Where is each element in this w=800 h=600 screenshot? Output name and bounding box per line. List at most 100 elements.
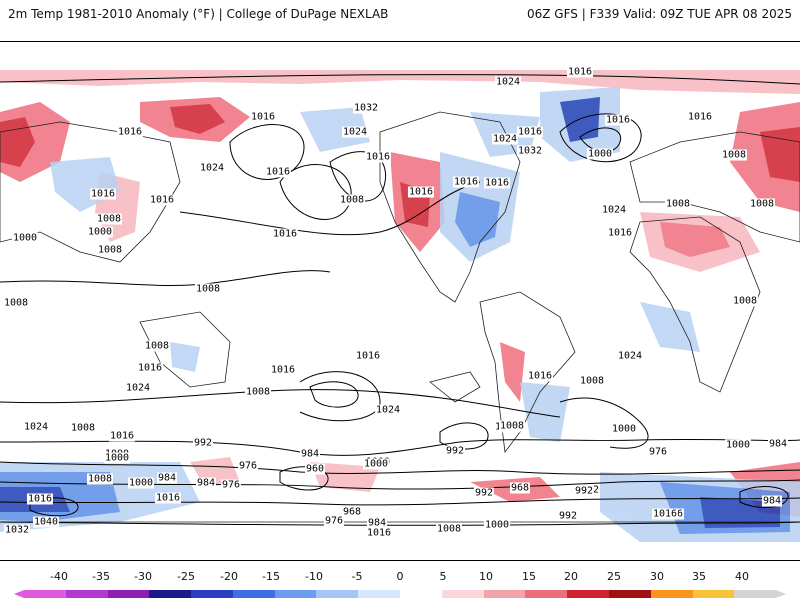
scale-tick: -15: [262, 570, 280, 583]
isobar-label: 1008: [748, 198, 776, 210]
color-scale-ticks: -40 -35 -30 -25 -20 -15 -10 -5 0 5 10 15…: [0, 570, 800, 584]
scale-tick: -20: [220, 570, 238, 583]
scale-swatch: [483, 590, 526, 598]
isobar-label: 960: [304, 463, 326, 475]
isobar-label: 1016: [148, 194, 176, 206]
scale-swatch: [107, 590, 150, 598]
isobar-label: 1016: [154, 492, 182, 504]
scale-right-arrow: [776, 590, 786, 598]
scale-tick: 10: [479, 570, 493, 583]
scale-left-arrow: [14, 590, 24, 598]
isobar-label: 1016: [483, 177, 511, 189]
isobar-label: 1000: [610, 423, 638, 435]
isobar-label: 984: [195, 477, 217, 489]
isobar-label: 992: [573, 485, 595, 497]
isobar-label: 976: [220, 479, 242, 491]
isobar-label: 1016: [604, 114, 632, 126]
isobar-label: 1016: [89, 188, 117, 200]
isobar-label: 1008: [338, 194, 366, 206]
isobar-label: 1016: [364, 151, 392, 163]
isobar-label: 1016: [136, 362, 164, 374]
isobar-label: 1024: [600, 204, 628, 216]
scale-swatch: [441, 590, 484, 598]
isobar-label: 1016: [566, 66, 594, 78]
isobar-label: 968: [341, 506, 363, 518]
isobar-label: 1008: [194, 283, 222, 295]
isobar-label: 1040: [32, 516, 60, 528]
scale-swatch: [65, 590, 108, 598]
isobar-label: 976: [237, 460, 259, 472]
scale-tick: -30: [134, 570, 152, 583]
color-scale: -40 -35 -30 -25 -20 -15 -10 -5 0 5 10 15…: [0, 570, 800, 600]
scale-tick: 0: [396, 570, 404, 583]
scale-tick: 40: [735, 570, 749, 583]
isobar-label: 976: [647, 446, 669, 458]
isobar-label: 1024: [374, 404, 402, 416]
scale-swatch: [650, 590, 693, 598]
scale-swatch: [191, 590, 233, 598]
scale-swatch: [316, 590, 359, 598]
isobar-label: 1008: [731, 295, 759, 307]
scale-tick: 15: [522, 570, 536, 583]
isobar-label: 1024: [491, 133, 519, 145]
isobar-label: 1016: [271, 228, 299, 240]
isobar-label: 992: [473, 487, 495, 499]
scale-tick: -10: [305, 570, 323, 583]
isobar-label: 1008: [435, 523, 463, 535]
isobar-label: 1016: [249, 111, 277, 123]
isobar-label: 1024: [494, 76, 522, 88]
isobar-label: 1016: [407, 186, 435, 198]
scale-swatch: [567, 590, 609, 598]
isobar-label: 1016: [116, 126, 144, 138]
map-title: 2m Temp 1981-2010 Anomaly (°F) | College…: [8, 7, 389, 21]
scale-swatch: [358, 590, 401, 598]
scale-swatch: [149, 590, 192, 598]
color-scale-bar: [24, 590, 777, 598]
isobar-label: 1016: [26, 493, 54, 505]
scale-swatch: [274, 590, 317, 598]
isobar-label: 1016: [108, 430, 136, 442]
isobar-label: 1008: [95, 213, 123, 225]
isobar-label: 992: [444, 445, 466, 457]
isobar-label: 1024: [341, 126, 369, 138]
isobar-label: 1024: [198, 162, 226, 174]
isobar-label: 1016: [526, 370, 554, 382]
isobar-label: 1016: [365, 527, 393, 539]
scale-tick: 25: [607, 570, 621, 583]
isobar-label: 1000: [586, 148, 614, 160]
isobar-label: 968: [509, 482, 531, 494]
isobar-label: 1008: [143, 340, 171, 352]
isobar-label: 992: [557, 510, 579, 522]
isobar-label: 1016: [516, 126, 544, 138]
isobar-label: 992: [192, 437, 214, 449]
isobar-label: 1008: [664, 198, 692, 210]
isobar-label: 1008: [720, 149, 748, 161]
isobar-label: 1016: [354, 350, 382, 362]
isobar-label: 984: [156, 472, 178, 484]
scale-swatch: [24, 590, 66, 598]
scale-swatch: [608, 590, 651, 598]
isobar-label: 1008: [244, 386, 272, 398]
map-panel: 1016 1024 1032 1016 1016 1024 1024 1016 …: [0, 41, 800, 561]
isobar-label: 1000: [483, 519, 511, 531]
scale-tick: 20: [564, 570, 578, 583]
isobar-label: 976: [323, 515, 345, 527]
isobar-label: 1024: [22, 421, 50, 433]
isobar-label: 1016: [264, 166, 292, 178]
scale-swatch: [692, 590, 735, 598]
isobar-label: 1016: [651, 508, 679, 520]
scale-tick: 30: [650, 570, 664, 583]
title-bar: 2m Temp 1981-2010 Anomaly (°F) | College…: [0, 0, 800, 30]
scale-swatch: [232, 590, 275, 598]
scale-tick: -35: [92, 570, 110, 583]
isobar-label: 1008: [2, 297, 30, 309]
scale-tick: -25: [177, 570, 195, 583]
isobar-label: 1000: [86, 226, 114, 238]
scale-tick: 35: [692, 570, 706, 583]
isobar-label: 1000: [362, 458, 390, 470]
anomaly-map: [0, 70, 800, 542]
isobar-label: 1000: [127, 477, 155, 489]
isobar-label: 1008: [578, 375, 606, 387]
model-run-info: 06Z GFS | F339 Valid: 09Z TUE APR 08 202…: [526, 7, 792, 21]
isobar-label: 1016: [686, 111, 714, 123]
